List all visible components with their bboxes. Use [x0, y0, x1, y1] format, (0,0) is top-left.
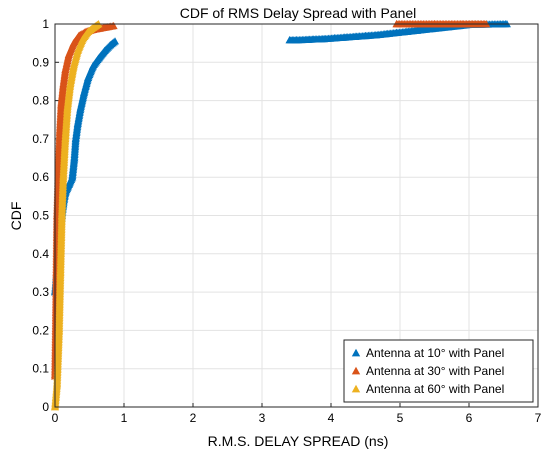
legend: Antenna at 10° with Panel Antenna at 30° …: [343, 339, 534, 403]
series-1-point: [111, 37, 120, 45]
legend-marker-2: [351, 366, 361, 375]
series-2-point: [109, 21, 118, 30]
legend-marker-1: [351, 348, 361, 357]
y-tick-label: 0.5: [32, 209, 49, 223]
series-1-point: [64, 180, 73, 189]
series-1-point: [94, 54, 103, 62]
series-1-point: [320, 34, 329, 43]
series-1-point: [340, 33, 349, 41]
x-tick-label: 6: [466, 411, 473, 425]
x-tick-label: 1: [121, 411, 128, 425]
series-3-point: [84, 27, 93, 35]
series-1-point: [100, 46, 109, 55]
x-tick-label: 7: [535, 411, 542, 425]
series-3-point: [73, 46, 82, 55]
y-tick-label: 0: [42, 400, 49, 414]
series-1-point: [68, 173, 77, 181]
series-2-point: [69, 39, 78, 47]
series-1-point: [371, 31, 380, 39]
series-1-point: [88, 62, 97, 70]
series-3-point: [59, 173, 68, 181]
y-tick-label: 1: [42, 17, 49, 31]
series-3-point: [57, 211, 66, 219]
x-axis-label: R.M.S. DELAY SPREAD (ns): [208, 433, 389, 449]
series-1-point: [402, 27, 411, 35]
series-2-point: [59, 81, 68, 89]
legend-label-3: Antenna at 60° with Panel: [366, 382, 504, 396]
y-axis-label: CDF: [8, 202, 24, 231]
series-2-point: [99, 23, 108, 32]
series-1-point: [351, 32, 360, 40]
series-2-point: [61, 65, 70, 74]
series-1-point: [292, 36, 301, 44]
series-1-point: [330, 34, 339, 42]
series-2-point: [54, 165, 63, 173]
y-tick-label: 0.1: [32, 362, 49, 376]
series-1-point: [382, 29, 391, 38]
chart-title: CDF of RMS Delay Spread with Panel: [180, 5, 417, 21]
legend-label-2: Antenna at 30° with Panel: [366, 364, 504, 378]
x-tick-label: 4: [328, 411, 335, 425]
x-tick-label: 2: [190, 411, 197, 425]
series-1-point: [84, 73, 93, 81]
series-3-point: [66, 81, 75, 89]
y-tick-label: 0.3: [32, 285, 49, 299]
series-1-point: [285, 36, 294, 44]
plot-frame: [54, 23, 539, 408]
series-2-point: [64, 50, 73, 58]
series-1-point: [70, 154, 79, 162]
series-2-point: [57, 100, 66, 108]
series-1-point: [302, 35, 311, 43]
series-3-point: [61, 134, 70, 143]
series-1-point: [106, 41, 115, 49]
x-tick-label: 0: [52, 411, 59, 425]
series-1-point: [361, 31, 370, 40]
series-1-point: [76, 104, 85, 112]
y-tick-label: 0.8: [32, 94, 49, 108]
series-1-point: [71, 134, 80, 143]
x-tick-label: 3: [259, 411, 266, 425]
series-3-point: [88, 23, 97, 32]
series-3-point: [78, 35, 87, 43]
series-1-point: [413, 26, 422, 34]
y-tick-label: 0.6: [32, 170, 49, 184]
series-3-point: [69, 62, 78, 70]
series-3-point: [55, 326, 64, 334]
legend-label-1: Antenna at 10° with Panel: [366, 346, 504, 360]
series-1-point: [433, 24, 442, 32]
series-3: [51, 20, 103, 411]
legend-marker-3: [351, 384, 361, 393]
data-layer: [51, 20, 511, 411]
series-3-point: [56, 268, 65, 277]
series-1-point: [73, 119, 82, 127]
y-tick-label: 0.7: [32, 132, 49, 146]
series-1-point: [392, 28, 401, 37]
y-tick-label: 0.9: [32, 55, 49, 69]
y-tick-label: 0.4: [32, 247, 49, 261]
series-2-point: [55, 127, 64, 135]
series-1-point: [79, 88, 88, 97]
x-tick-label: 5: [397, 411, 404, 425]
series-3-point: [63, 104, 72, 112]
legend-items: Antenna at 10° with Panel Antenna at 30° …: [351, 346, 504, 396]
series-2-point: [75, 31, 84, 39]
y-tick-label: 0.2: [32, 323, 49, 337]
series-1-point: [309, 35, 318, 43]
legend-box: [343, 339, 534, 403]
series-1-point: [423, 25, 432, 33]
